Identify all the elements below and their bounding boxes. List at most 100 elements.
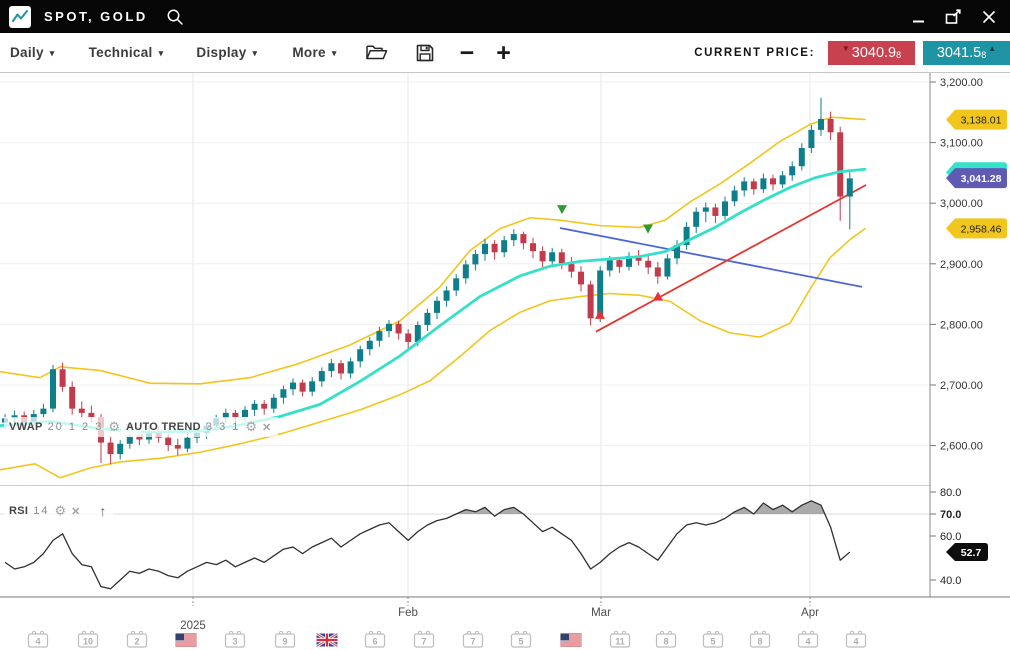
candle-body <box>654 267 661 277</box>
calendar-icon[interactable] <box>462 633 484 648</box>
candle-body <box>117 443 124 455</box>
candle-body <box>126 434 133 444</box>
calendar-icon[interactable] <box>413 633 435 648</box>
chevron-down-icon: ▾ <box>158 48 164 58</box>
calendar-icon[interactable] <box>224 633 246 648</box>
chevron-down-icon: ▾ <box>331 48 337 58</box>
chart-area[interactable]: 3,200.00 3,100.00 3,000.00 2,900.00 2,800.00… <box>0 73 1010 650</box>
candle-body <box>702 207 709 212</box>
remove-indicator-icon[interactable]: ✕ <box>262 421 272 434</box>
candle-body <box>232 412 239 418</box>
candle-body <box>827 118 834 133</box>
calendar-icon[interactable] <box>655 633 677 648</box>
price-tick-label: 3,000.00 <box>940 198 983 210</box>
candle-body <box>318 371 325 382</box>
calendar-day-label: 11 <box>615 637 625 647</box>
save-layout-button[interactable] <box>416 44 434 62</box>
rsi-value-badge <box>946 543 988 562</box>
buy-signal-icon <box>653 291 663 301</box>
gear-icon[interactable]: ⚙ <box>245 419 258 434</box>
calendar-icon[interactable] <box>126 633 148 648</box>
candle-body <box>837 132 844 197</box>
remove-indicator-icon[interactable]: ✕ <box>71 505 81 518</box>
calendar-icon[interactable] <box>510 633 532 648</box>
us-flag-icon[interactable] <box>175 633 197 647</box>
menu-timeframe-daily[interactable]: Daily ▾ <box>10 45 55 60</box>
trend-line-up[interactable] <box>595 184 867 333</box>
candle-body <box>674 245 680 259</box>
candle-body <box>491 243 498 253</box>
candle-body <box>59 369 66 387</box>
gear-icon[interactable]: ⚙ <box>54 503 67 518</box>
candle-body <box>261 403 268 409</box>
symbol-title: SPOT, GOLD <box>44 9 148 24</box>
candle-body <box>40 408 47 415</box>
calendar-icon[interactable] <box>797 633 819 648</box>
calendar-day-label: 8 <box>663 637 668 647</box>
candle-body <box>568 263 575 272</box>
price-badge <box>946 168 1007 189</box>
candle-body <box>357 349 364 362</box>
calendar-day-label: 4 <box>805 637 810 647</box>
gear-icon[interactable]: ⚙ <box>108 419 121 434</box>
candle-body <box>50 369 56 409</box>
calendar-day-label: 10 <box>83 637 93 647</box>
rsi-tick-label: 70.0 <box>940 509 961 521</box>
candle-body <box>462 264 469 279</box>
trend-line-down[interactable] <box>559 227 863 288</box>
menu-more[interactable]: More ▾ <box>292 45 336 60</box>
candles <box>2 97 853 465</box>
indicator-params: 14 <box>33 505 50 517</box>
candle-body <box>174 444 181 449</box>
month-label: Mar <box>591 607 611 619</box>
candle-body <box>846 178 853 197</box>
price-tick-label: 3,100.00 <box>940 138 983 150</box>
calendar-icon[interactable] <box>77 633 99 648</box>
calendar-icon[interactable] <box>364 633 386 648</box>
sell-signal-icon <box>643 224 653 234</box>
indicator-name: AUTO TREND <box>126 421 201 433</box>
price-tick-label: 2,700.00 <box>940 380 983 392</box>
window-controls <box>912 8 996 25</box>
candle-body <box>578 271 584 285</box>
menu-label: Display <box>196 45 247 60</box>
calendar-icon[interactable] <box>274 633 296 648</box>
indicator-params: 20 1 2 3 <box>47 421 104 433</box>
bollinger-lower-line <box>0 227 866 479</box>
ask-price-value: 3041.5 <box>936 44 982 61</box>
calendar-icon[interactable] <box>749 633 771 648</box>
current-price-label: CURRENT PRICE: <box>694 46 815 59</box>
calendar-day-label: 6 <box>372 637 377 647</box>
zoom-in-button[interactable]: + <box>496 38 511 67</box>
open-layout-button[interactable] <box>365 44 388 61</box>
app-logo-icon <box>9 5 31 28</box>
zoom-out-button[interactable]: − <box>459 38 475 67</box>
us-flag-icon[interactable] <box>560 633 582 647</box>
search-icon[interactable] <box>166 8 184 26</box>
bid-price-badge: ▼ 3040.9 8 <box>828 40 915 65</box>
uk-flag-icon[interactable] <box>315 632 339 648</box>
menu-technical[interactable]: Technical ▾ <box>89 45 164 60</box>
rsi-tick-label: 80.0 <box>940 487 961 499</box>
calendar-icon[interactable] <box>27 633 49 648</box>
calendar-icon[interactable] <box>702 633 724 648</box>
menu-display[interactable]: Display ▾ <box>196 45 257 60</box>
candle-body <box>270 397 277 409</box>
popout-button[interactable] <box>945 8 962 25</box>
price-badge-label: 3,041.28 <box>961 173 1002 185</box>
candle-body <box>434 300 440 313</box>
calendar-icon[interactable] <box>609 633 631 648</box>
candle-body <box>280 389 287 398</box>
calendar-icon[interactable] <box>845 633 867 648</box>
arrow-down-icon: ▼ <box>841 43 850 53</box>
close-button[interactable] <box>982 10 996 24</box>
candle-body <box>808 129 815 149</box>
minimize-button[interactable] <box>912 10 925 24</box>
candle-body <box>299 382 306 392</box>
collapse-pane-icon[interactable]: ↑ <box>99 503 107 519</box>
candle-body <box>741 181 748 191</box>
candle-body <box>165 437 172 445</box>
rsi-badge-label: 52.7 <box>961 547 982 559</box>
menu-label: More <box>292 45 326 60</box>
